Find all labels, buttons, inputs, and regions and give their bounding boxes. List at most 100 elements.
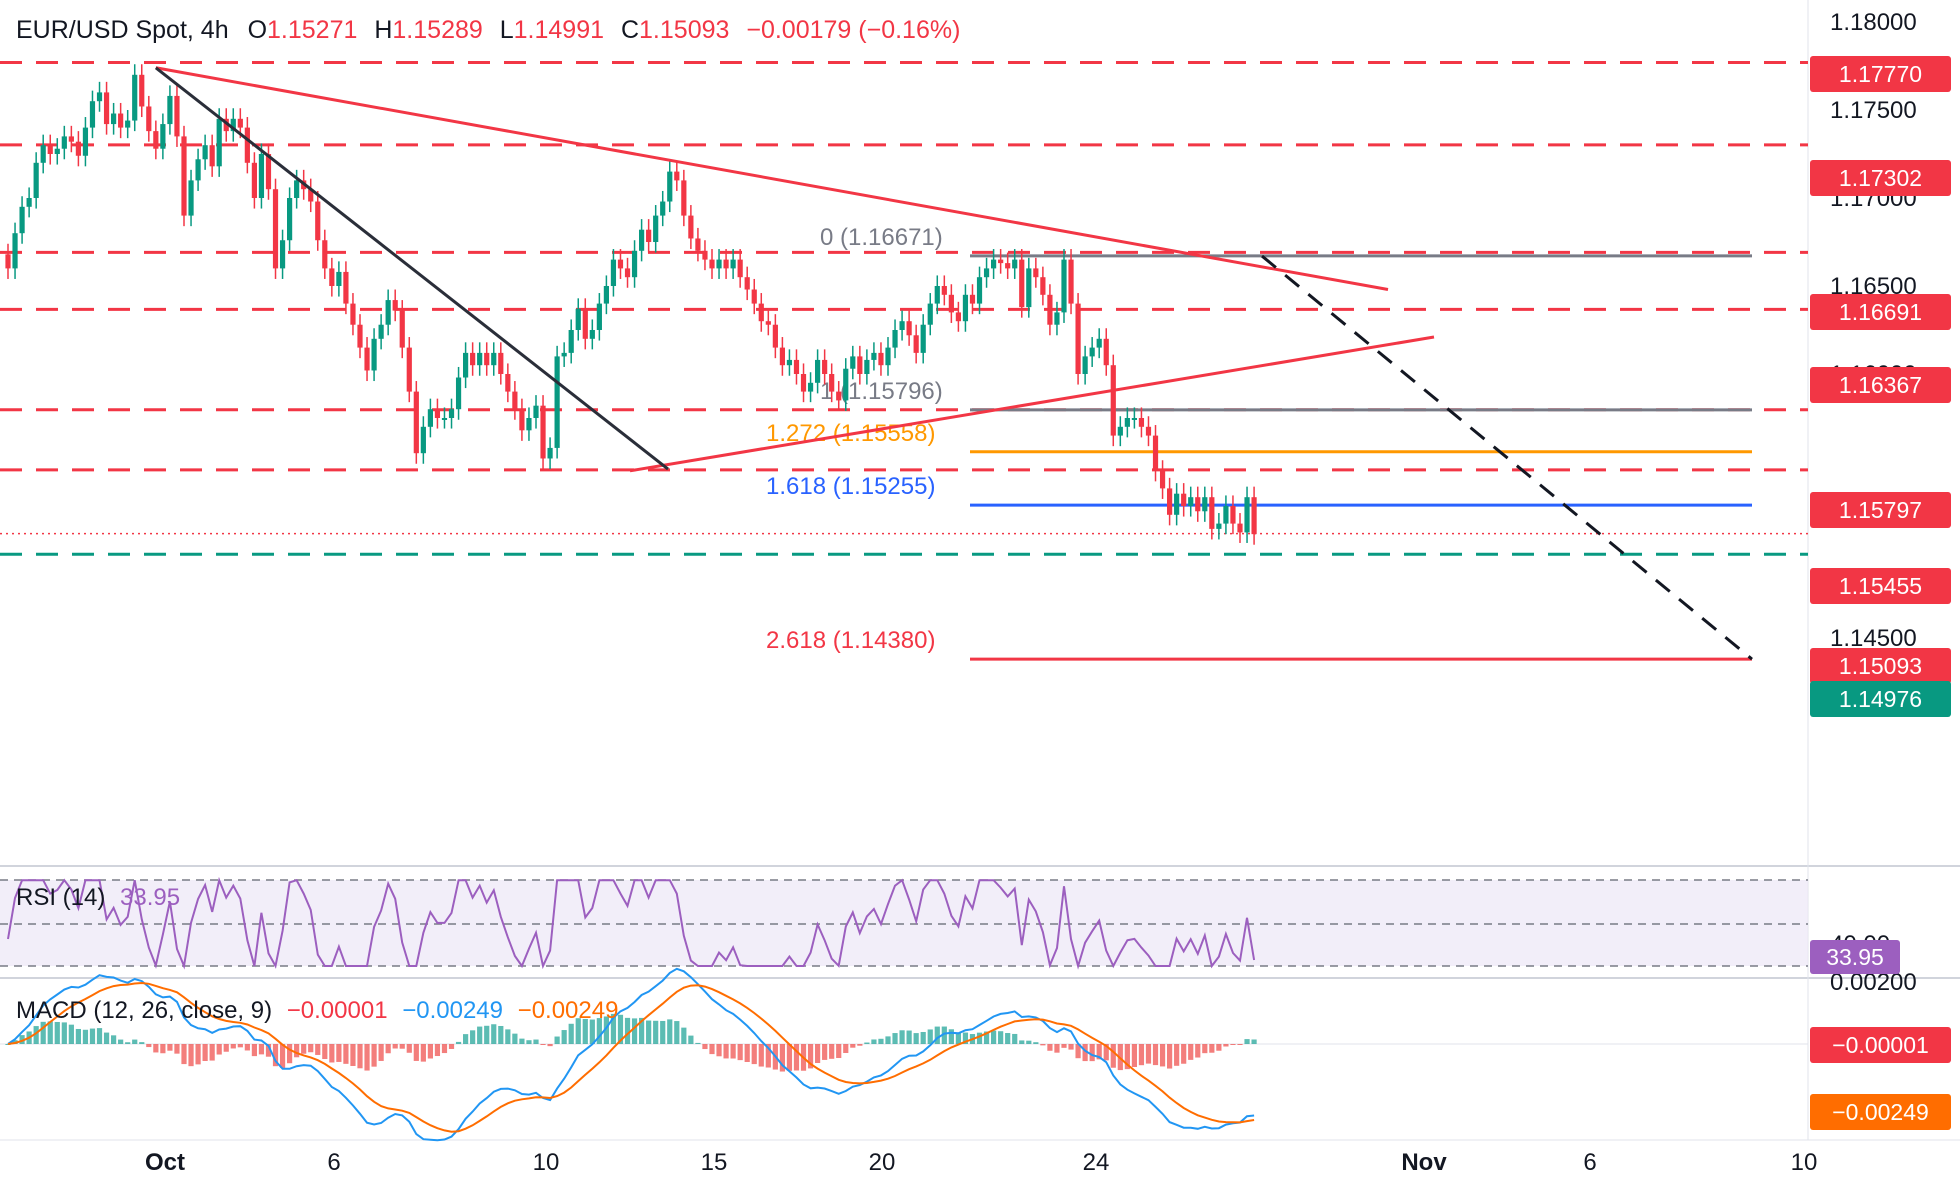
- macd-histogram-bar: [857, 1044, 863, 1046]
- candle-body: [378, 324, 384, 339]
- y-tick-label: 1.14500: [1830, 625, 1917, 652]
- projection-dashed-line: [1261, 254, 1753, 661]
- macd-histogram-bar: [1223, 1044, 1229, 1047]
- candle-body: [1033, 268, 1039, 278]
- candle-body: [1068, 259, 1074, 304]
- candle-body: [836, 391, 842, 401]
- macd-histogram-bar: [89, 1028, 96, 1044]
- candle-body: [906, 321, 912, 336]
- candle-body: [646, 229, 652, 242]
- macd-histogram-bar: [512, 1033, 518, 1044]
- candle-body: [132, 74, 138, 121]
- candle-body: [40, 145, 46, 163]
- macd-histogram-bar: [1082, 1044, 1088, 1062]
- candle-body: [441, 418, 448, 420]
- candle-body: [463, 352, 469, 378]
- macd-histogram-bar: [1167, 1044, 1173, 1069]
- x-tick-label: 15: [701, 1149, 728, 1176]
- candle-body: [533, 405, 539, 418]
- candle-body: [96, 92, 103, 102]
- macd-histogram-bar: [1251, 1039, 1257, 1044]
- macd-histogram-bar: [336, 1044, 342, 1062]
- macd-histogram-bar: [54, 1021, 60, 1044]
- candle-body: [1167, 488, 1173, 515]
- candle-body: [413, 391, 419, 454]
- macd-histogram-bar: [568, 1023, 574, 1044]
- macd-histogram-bar: [653, 1020, 659, 1044]
- macd-histogram-bar: [582, 1018, 588, 1044]
- candle-body: [470, 352, 476, 366]
- candle-body: [737, 259, 743, 278]
- candle-body: [1082, 356, 1088, 374]
- x-tick-label: 10: [533, 1149, 560, 1176]
- candle-body: [82, 127, 89, 156]
- macd-histogram-bar: [153, 1044, 159, 1053]
- candle-body: [1096, 338, 1102, 348]
- candle-body: [983, 268, 990, 278]
- macd-label[interactable]: MACD (12, 26, close, 9): [16, 997, 273, 1024]
- candle-body: [251, 162, 257, 198]
- candle-body: [681, 180, 687, 216]
- candle-body: [1012, 259, 1018, 269]
- macd-histogram-bar: [1068, 1044, 1074, 1050]
- ascending-trendline: [629, 335, 1435, 473]
- macd-histogram-bar: [737, 1044, 743, 1061]
- macd-histogram-bar: [364, 1044, 370, 1071]
- macd-histogram-bar: [709, 1044, 715, 1055]
- candle-body: [955, 312, 961, 322]
- macd-histogram-bar: [843, 1044, 849, 1053]
- macd-histogram-bar: [209, 1044, 215, 1061]
- macd-histogram-bar: [498, 1025, 504, 1044]
- candle-body: [1145, 426, 1152, 436]
- macd-histogram-bar: [237, 1044, 243, 1048]
- candle-body: [1103, 338, 1109, 366]
- macd-histogram-bar: [1174, 1044, 1180, 1066]
- candle-body: [716, 259, 722, 269]
- macd-histogram-bar: [455, 1041, 462, 1044]
- macd-histogram-bar: [1026, 1040, 1032, 1044]
- macd-histogram-bar: [258, 1044, 265, 1055]
- macd-histogram-bar: [1089, 1044, 1095, 1062]
- level-tag-4: 1.16367: [1810, 367, 1951, 403]
- rsi-label[interactable]: RSI (14): [16, 884, 106, 911]
- macd-histogram-bar: [695, 1042, 701, 1044]
- macd-histogram-bar: [132, 1039, 138, 1044]
- candle-body: [448, 409, 455, 418]
- macd-histogram-bar: [1012, 1033, 1018, 1044]
- level-tag-1: 1.17770: [1810, 56, 1951, 92]
- candle-body: [209, 145, 215, 167]
- macd-histogram-bar: [702, 1044, 708, 1050]
- symbol-label[interactable]: EUR/USD Spot: [16, 16, 187, 44]
- candle-body: [829, 374, 835, 392]
- candle-body: [477, 352, 483, 366]
- candle-body: [1181, 493, 1187, 506]
- candle-body: [800, 374, 807, 392]
- candle-body: [202, 145, 208, 160]
- macd-histogram-bar: [920, 1031, 926, 1044]
- macd-histogram-bar: [1159, 1044, 1166, 1067]
- candle-body: [596, 303, 602, 330]
- macd-histogram-bar: [639, 1017, 645, 1044]
- candle-body: [111, 113, 117, 125]
- macd-histogram-bar: [1237, 1044, 1243, 1045]
- candle-body: [47, 145, 53, 154]
- macd-histogram-bar: [308, 1044, 314, 1053]
- interval-label[interactable]: 4h: [200, 16, 229, 44]
- candle-body: [857, 356, 863, 374]
- candle-body: [892, 330, 898, 348]
- candle-body: [392, 300, 398, 311]
- macd-histogram-bar: [139, 1042, 145, 1044]
- candle-body: [364, 347, 370, 371]
- macd-histogram-bar: [103, 1032, 110, 1044]
- candle-body: [526, 418, 532, 431]
- candle-body: [265, 154, 272, 190]
- fib-level-label: 2.618 (1.14380): [766, 627, 935, 654]
- macd-histogram-bar: [688, 1035, 694, 1044]
- candle-body: [1117, 426, 1123, 436]
- candle-body: [167, 95, 173, 125]
- candle-body: [610, 259, 617, 286]
- macd-histogram-bar: [505, 1029, 511, 1044]
- candle-body: [631, 250, 638, 278]
